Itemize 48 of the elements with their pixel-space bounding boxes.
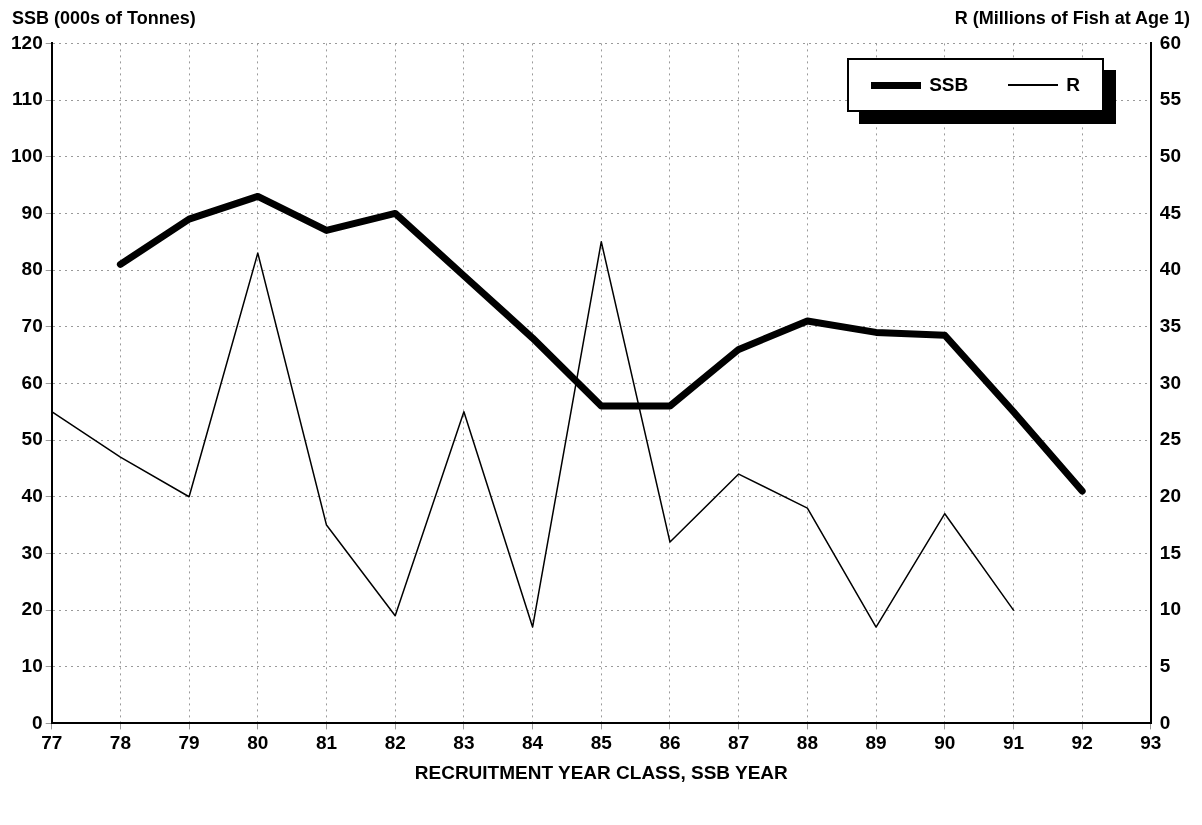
y-tick-label: 110 (12, 88, 43, 110)
y2-tick-label: 25 (1159, 428, 1182, 450)
x-tick-label: 78 (109, 732, 131, 754)
legend-label: R (1066, 74, 1080, 96)
y2-tick-label: 60 (1159, 31, 1182, 53)
y-tick-label: 80 (21, 258, 43, 280)
x-tick-label: 80 (247, 732, 269, 754)
y-tick-label: 40 (21, 484, 43, 506)
y-axis-title: SSB (000s of Tonnes) (12, 8, 196, 29)
x-tick-label: 81 (315, 732, 338, 754)
x-tick-label: 88 (796, 732, 818, 754)
y-tick-label: 30 (21, 541, 43, 563)
x-tick-label: 90 (934, 732, 956, 754)
y2-tick-label: 30 (1159, 371, 1182, 393)
y2-tick-label: 10 (1159, 598, 1182, 620)
y2-tick-label: 15 (1159, 541, 1182, 563)
y2-tick-label: 35 (1159, 314, 1182, 336)
x-tick-label: 93 (1140, 732, 1162, 754)
y-tick-label: 120 (11, 31, 43, 53)
x-tick-label: 79 (178, 732, 200, 754)
x-tick-label: 86 (659, 732, 681, 754)
x-tick-label: 83 (453, 732, 475, 754)
y2-axis-title: R (Millions of Fish at Age 1) (954, 8, 1190, 29)
y2-tick-label: 45 (1159, 201, 1182, 223)
y2-tick-label: 5 (1159, 654, 1171, 676)
y2-tick-label: 50 (1159, 144, 1182, 166)
y-tick-label: 70 (21, 314, 43, 336)
x-tick-label: 92 (1071, 732, 1093, 754)
y-tick-label: 90 (21, 201, 43, 223)
x-tick-label: 87 (728, 732, 750, 754)
y2-tick-label: 40 (1159, 258, 1182, 280)
y2-tick-label: 0 (1159, 711, 1171, 733)
y-tick-label: 60 (21, 371, 43, 393)
x-tick-label: 85 (590, 732, 613, 754)
x-tick-label: 91 (1002, 732, 1025, 754)
legend-label: SSB (929, 74, 969, 96)
y-tick-label: 50 (21, 428, 43, 450)
x-tick-label: 84 (522, 732, 544, 754)
y-tick-label: 100 (11, 144, 43, 166)
x-axis-title: RECRUITMENT YEAR CLASS, SSB YEAR (414, 761, 789, 783)
x-tick-label: 82 (384, 732, 406, 754)
y-tick-label: 0 (32, 711, 43, 733)
y-tick-label: 20 (21, 598, 43, 620)
y2-tick-label: 55 (1159, 88, 1182, 110)
y-tick-label: 10 (21, 654, 43, 676)
x-tick-label: 89 (865, 732, 887, 754)
x-tick-label: 77 (41, 732, 63, 754)
y2-tick-label: 20 (1159, 484, 1182, 506)
